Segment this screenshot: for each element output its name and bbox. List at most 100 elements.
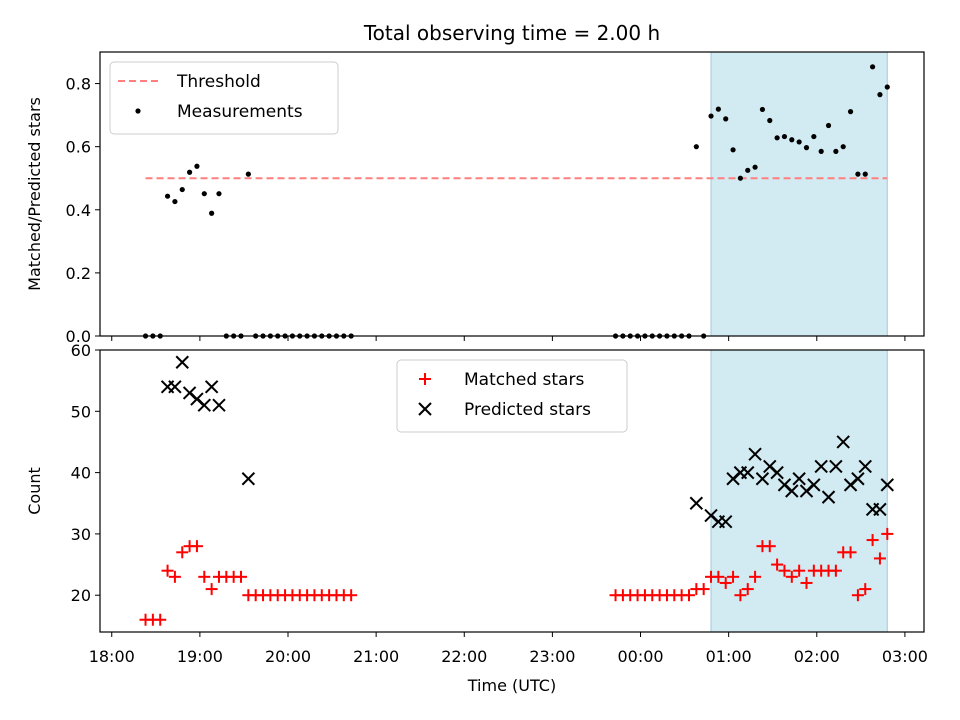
y-tick-label: 0.4 <box>66 201 91 220</box>
predicted-stars-point <box>829 459 843 474</box>
matched-stars-point <box>727 570 740 583</box>
measurement-point <box>693 144 699 150</box>
measurement-point <box>884 84 890 90</box>
matched-stars-point <box>859 583 872 596</box>
measurement-point <box>767 117 773 124</box>
measurement-point <box>245 171 251 177</box>
ratio-panel: 0.0 0.2 0.4 0.6 0.8 Matched/Predicted stars Th… <box>25 51 925 346</box>
predicted-stars-point <box>741 465 755 480</box>
matched-stars-point <box>719 576 732 589</box>
matched-stars-point <box>866 534 879 547</box>
predicted-stars-point <box>175 355 189 369</box>
predicted-stars-point <box>821 490 836 504</box>
matched-stars-point <box>154 613 167 626</box>
matched-stars-point <box>345 589 358 602</box>
matched-stars-point <box>749 570 762 583</box>
y-tick-label: 20 <box>71 586 91 605</box>
axes-frame <box>99 51 925 337</box>
predicted-stars-point <box>212 398 226 412</box>
y-tick-label: 50 <box>71 402 91 421</box>
legend-predicted-swatch <box>418 402 432 416</box>
matched-stars-point <box>741 583 754 596</box>
predicted-stars-point <box>858 459 872 474</box>
matched-stars-point <box>697 583 710 596</box>
matched-stars-point <box>873 552 886 565</box>
measurement-point <box>179 186 185 193</box>
predicted-stars-point <box>792 472 806 486</box>
matched-stars-point <box>168 570 181 583</box>
axes-frame <box>99 349 925 633</box>
matched-stars-point <box>785 570 798 583</box>
predicted-stars-point <box>719 514 733 529</box>
measurement-point <box>862 171 868 177</box>
measurement-point <box>877 92 883 98</box>
y-tick-label: 0.6 <box>66 138 91 157</box>
measurement-point <box>789 137 795 143</box>
y-tick-label: 0.0 <box>66 327 91 346</box>
predicted-stars-point <box>197 398 211 412</box>
legend-label: Threshold <box>176 72 261 92</box>
matched-stars-point <box>176 546 189 559</box>
matched-stars-point <box>881 527 894 540</box>
measurement-point <box>759 106 766 113</box>
matched-stars-point <box>793 564 806 577</box>
measurement-point <box>825 122 832 129</box>
x-tick-label: 23:00 <box>529 647 575 666</box>
matched-stars-point <box>763 540 776 553</box>
measurement-point <box>774 135 780 141</box>
count-panel: 20 30 40 50 60 18:00 19:00 20:00 21:00 22:00 23:00… <box>25 341 928 666</box>
matched-stars-point <box>778 564 791 577</box>
legend-matched-swatch <box>419 373 431 385</box>
matched-stars-point <box>844 546 857 559</box>
measurement-point <box>855 171 861 177</box>
measurement-point <box>869 64 876 70</box>
measurement-point <box>818 148 824 154</box>
legend-box <box>396 359 628 433</box>
predicted-stars-point <box>873 502 887 517</box>
y-axis-label: Count <box>25 467 44 515</box>
predicted-stars-point <box>241 472 256 486</box>
x-tick-label: 01:00 <box>706 647 752 666</box>
x-tick-label: 03:00 <box>882 647 928 666</box>
matched-stars-point <box>800 576 813 589</box>
x-tick-label: 18:00 <box>89 647 135 666</box>
predicted-stars-point <box>748 447 762 461</box>
measurement-point <box>745 167 751 173</box>
measurement-point <box>723 116 729 122</box>
measurement-point <box>715 106 721 112</box>
predicted-stars-point <box>785 484 799 498</box>
y-tick-label: 60 <box>71 341 91 360</box>
x-tick-label: 20:00 <box>265 647 311 666</box>
matched-stars-point <box>712 570 725 583</box>
measurement-point <box>737 175 743 181</box>
measurement-point <box>847 109 854 115</box>
measurement-point <box>752 164 758 170</box>
observing-window-span <box>710 51 888 337</box>
measurement-point <box>781 133 788 140</box>
y-tick-label: 0.2 <box>66 264 91 283</box>
y-tick-label: 30 <box>71 525 91 544</box>
predicted-stars-point <box>807 478 821 492</box>
predicted-stars-point <box>770 465 784 480</box>
legend-label: Matched stars <box>464 370 584 390</box>
legend-label: Measurements <box>177 102 303 122</box>
x-tick-label: 21:00 <box>353 647 399 666</box>
predicted-stars-point <box>689 496 704 510</box>
y-tick-label: 0.8 <box>66 75 91 94</box>
predicted-stars-point <box>755 472 770 486</box>
matched-stars-point <box>734 589 747 602</box>
matched-stars-point <box>235 570 248 583</box>
matched-stars-point <box>161 564 174 577</box>
measurement-point <box>216 191 222 197</box>
y-axis-label: Matched/Predicted stars <box>25 97 44 291</box>
predicted-stars-point <box>814 459 828 474</box>
measurement-point <box>833 148 839 154</box>
predicted-stars-point <box>204 380 219 394</box>
legend: Matched stars Predicted stars <box>396 359 628 433</box>
matched-stars-point <box>682 589 695 602</box>
y-tick-label: 40 <box>71 464 91 483</box>
matched-stars-point <box>829 564 842 577</box>
measurement-point <box>730 147 736 153</box>
legend-label: Predicted stars <box>464 400 591 420</box>
